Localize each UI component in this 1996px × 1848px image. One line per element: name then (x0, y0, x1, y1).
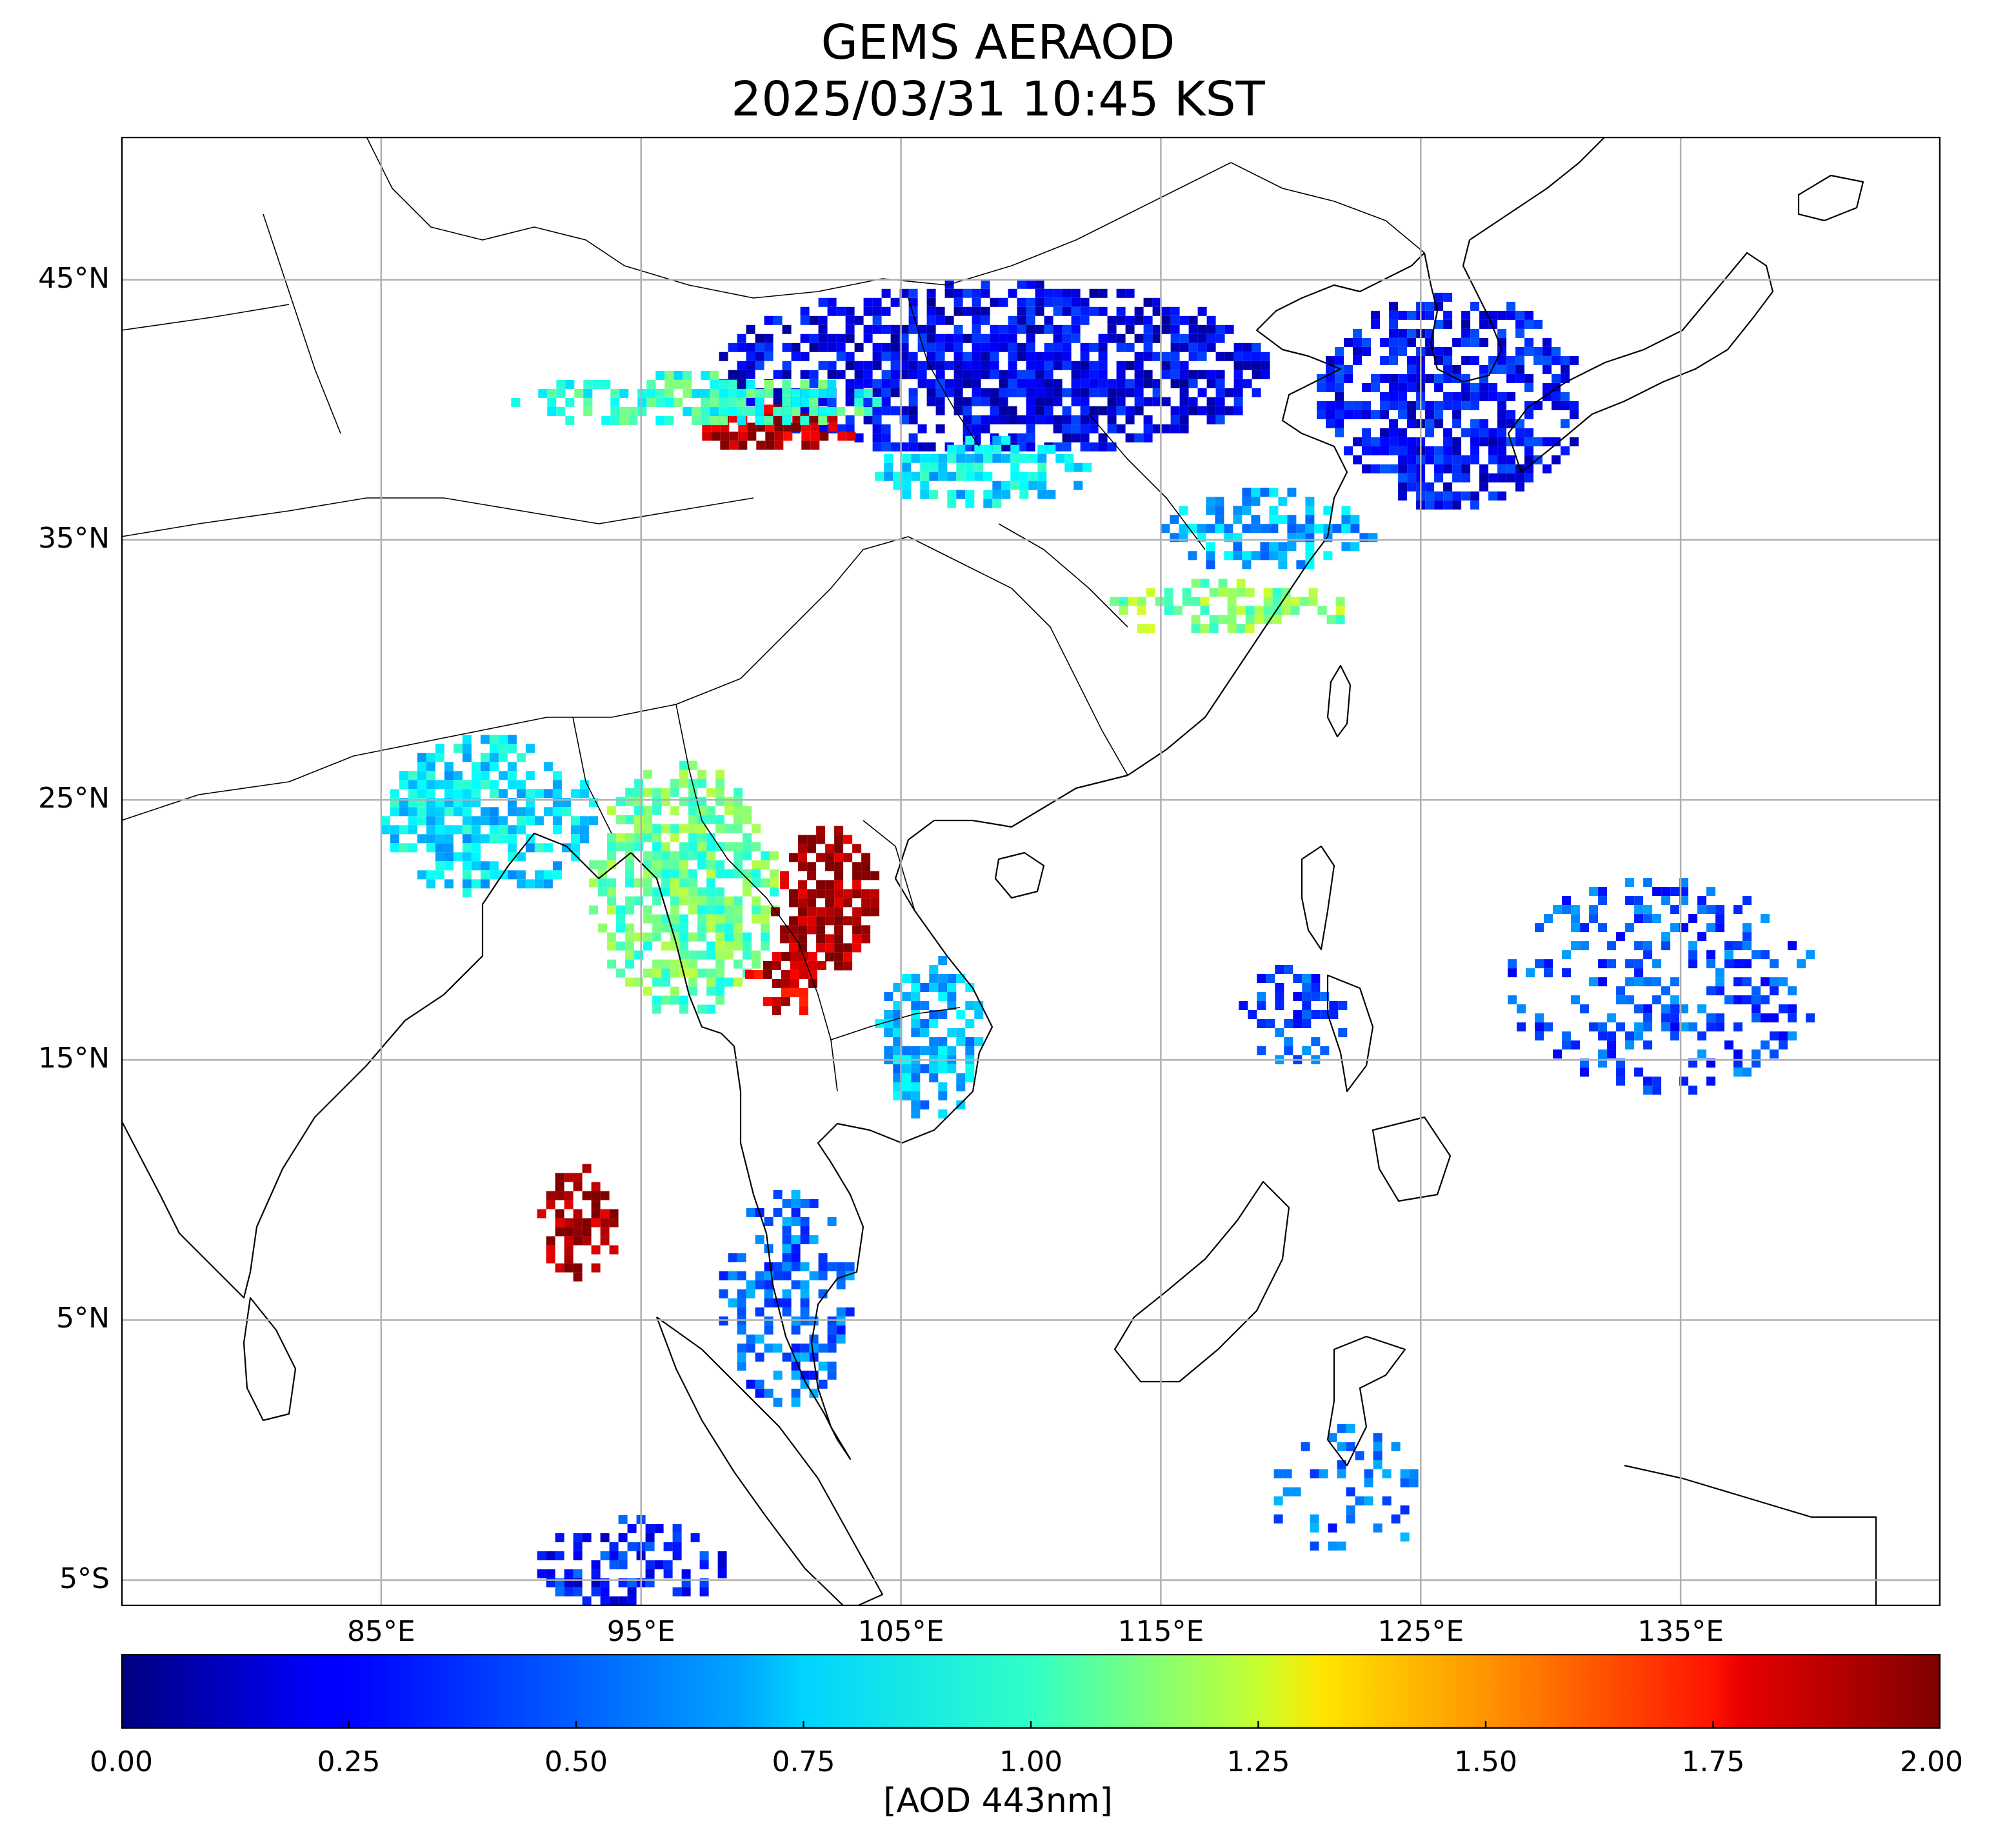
hokkaido-coast (1797, 174, 1864, 222)
south-china-coast (972, 420, 1348, 828)
colorbar-tick-label: 0.75 (772, 1745, 835, 1778)
korea-coast (1423, 239, 1503, 383)
colorbar-tick-label: 1.75 (1681, 1745, 1745, 1778)
aod-region-sulawesi (1273, 1424, 1419, 1551)
lon-tick-label: 125°E (1377, 1615, 1464, 1648)
aod-pixel-layer (381, 279, 1815, 1605)
lat-tick-label: 35°N (38, 521, 110, 555)
aod-region-philippine-sea (1508, 878, 1815, 1095)
visayas-mindanao-coast (1326, 974, 1452, 1202)
sulawesi-coast (1326, 1335, 1406, 1467)
indochina-coast (894, 819, 993, 1144)
colorbar-tick-label: 0.25 (317, 1745, 381, 1778)
colorbar-tick-label: 1.25 (1226, 1745, 1290, 1778)
aod-region-mongolia-north-china (719, 279, 1270, 452)
aod-region-andaman-fire (537, 1164, 619, 1282)
title-line-2: 2025/03/31 10:45 KST (731, 72, 1265, 127)
lon-tick-label: 95°E (606, 1615, 675, 1648)
myanmar-coast (630, 852, 768, 1234)
lat-tick-label: 25°N (38, 782, 110, 815)
taiwan-coast (1326, 664, 1352, 738)
map-frame (121, 137, 1941, 1606)
japan-coast (1507, 252, 1774, 473)
colorbar-tick-marks (121, 1721, 1941, 1729)
aerosol-map (121, 137, 1941, 1606)
lon-tick-label: 105°E (857, 1615, 944, 1648)
aod-region-east-india-bangladesh (381, 735, 598, 898)
north-china-coast (1255, 252, 1425, 421)
title-line-1: GEMS AERAOD (821, 15, 1175, 70)
lat-tick-label: 5°S (59, 1562, 110, 1595)
borneo-coast (1113, 1180, 1290, 1383)
border-lines (121, 137, 1425, 1092)
colorbar-tick-label: 1.00 (999, 1745, 1063, 1778)
chart-title: GEMS AERAOD 2025/03/31 10:45 KST (0, 14, 1996, 128)
aod-region-taklamakan-margin (511, 370, 882, 425)
colorbar-tick-label: 0.00 (90, 1745, 153, 1778)
graticule (121, 137, 1941, 1606)
aod-region-sumatra-south (537, 1515, 727, 1605)
lat-tick-label: 15°N (38, 1042, 110, 1075)
aod-region-yangtze (1110, 579, 1345, 633)
sri-lanka-coast (243, 1297, 297, 1422)
colorbar-tick-label: 2.00 (1900, 1745, 1963, 1778)
far-east-coast (1469, 137, 1606, 241)
malay-peninsula-coast (765, 1122, 903, 1460)
india-coast (121, 832, 632, 1299)
lon-tick-label: 135°E (1637, 1615, 1724, 1648)
sumatra-coast (656, 1316, 884, 1606)
lon-tick-label: 85°E (346, 1615, 415, 1648)
new-guinea-coast (1624, 1464, 1877, 1606)
aod-region-laos-vietnam (875, 956, 984, 1118)
lat-tick-label: 45°N (38, 261, 110, 295)
colorbar-gradient (121, 1654, 1941, 1729)
colorbar-tick-label: 0.50 (544, 1745, 608, 1778)
aod-region-hexi-corridor (875, 435, 1092, 508)
lon-tick-label: 115°E (1117, 1615, 1204, 1648)
colorbar-label: [AOD 443nm] (883, 1782, 1113, 1820)
coastlines-and-borders (121, 137, 1877, 1606)
lat-tick-label: 5°N (56, 1302, 110, 1335)
hainan-coast (994, 851, 1045, 899)
luzon-coast (1301, 845, 1335, 951)
colorbar (121, 1654, 1941, 1729)
colorbar-tick-label: 1.50 (1454, 1745, 1517, 1778)
aod-region-malay-peninsula (719, 1189, 855, 1407)
sumatra-west-coast (655, 1316, 844, 1606)
aod-region-yunnan-laos-fire (771, 826, 880, 971)
aod-region-luzon (1239, 965, 1348, 1064)
